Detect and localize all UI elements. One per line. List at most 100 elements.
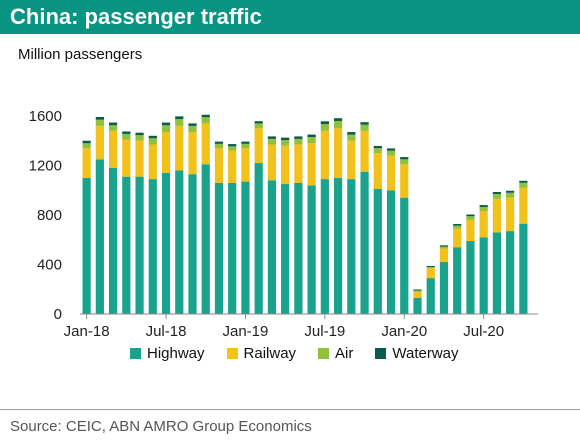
bar-highway-feb-19 bbox=[254, 163, 263, 314]
bar-railway-jun-20 bbox=[466, 219, 475, 241]
bar-air-may-20 bbox=[453, 225, 462, 229]
bar-waterway-may-19 bbox=[294, 136, 303, 139]
bar-air-aug-20 bbox=[492, 193, 502, 199]
bar-railway-dec-19 bbox=[386, 155, 396, 191]
legend-label-railway: Railway bbox=[243, 345, 297, 362]
bar-highway-jun-18 bbox=[148, 179, 157, 314]
bar-waterway-dec-19 bbox=[386, 148, 396, 151]
bar-railway-jul-20 bbox=[479, 211, 488, 238]
bar-air-jun-18 bbox=[148, 138, 157, 145]
bar-air-nov-18 bbox=[214, 143, 224, 149]
legend-item-waterway: Waterway bbox=[375, 345, 459, 362]
bar-air-jul-18 bbox=[161, 125, 171, 133]
bar-railway-oct-20 bbox=[519, 187, 528, 224]
bar-waterway-nov-18 bbox=[214, 141, 224, 144]
bar-air-may-19 bbox=[294, 138, 303, 145]
bar-highway-may-18 bbox=[135, 176, 144, 314]
bar-highway-mar-19 bbox=[267, 180, 277, 314]
bar-waterway-may-20 bbox=[453, 224, 462, 226]
bar-waterway-dec-18 bbox=[228, 144, 237, 147]
bar-air-sep-20 bbox=[506, 192, 515, 198]
bar-highway-oct-20 bbox=[519, 223, 528, 314]
bar-air-may-18 bbox=[135, 135, 144, 141]
bar-highway-jun-19 bbox=[307, 185, 316, 314]
bar-waterway-oct-18 bbox=[201, 114, 210, 118]
bar-railway-aug-20 bbox=[492, 198, 502, 233]
bar-highway-feb-20 bbox=[413, 297, 422, 314]
bar-air-jun-20 bbox=[466, 216, 475, 220]
bar-railway-may-20 bbox=[453, 228, 462, 248]
bar-highway-sep-18 bbox=[188, 174, 197, 314]
bar-air-jan-19 bbox=[241, 143, 250, 149]
bar-air-mar-18 bbox=[108, 125, 118, 131]
bar-railway-aug-19 bbox=[333, 128, 343, 178]
bar-railway-sep-19 bbox=[347, 140, 356, 180]
bar-waterway-apr-19 bbox=[281, 137, 290, 141]
bar-air-oct-20 bbox=[519, 182, 528, 188]
bar-railway-mar-18 bbox=[108, 130, 118, 168]
legend-swatch-highway bbox=[130, 348, 141, 359]
legend-swatch-railway bbox=[226, 348, 238, 359]
bar-waterway-sep-19 bbox=[347, 132, 356, 135]
legend-item-air: Air bbox=[318, 345, 353, 362]
bar-air-jun-19 bbox=[307, 137, 316, 144]
bar-railway-jul-19 bbox=[320, 130, 329, 180]
bar-air-apr-19 bbox=[281, 140, 290, 146]
bar-highway-apr-20 bbox=[439, 262, 449, 314]
bar-railway-dec-18 bbox=[228, 150, 237, 183]
bar-air-sep-19 bbox=[347, 134, 356, 141]
x-tick-label: Jul-19 bbox=[304, 323, 345, 340]
y-axis: 0 400 800 1200 1600 bbox=[29, 108, 62, 323]
bar-highway-jan-19 bbox=[241, 181, 250, 314]
bar-waterway-feb-20 bbox=[413, 289, 422, 291]
chart-subtitle: Million passengers bbox=[18, 46, 143, 63]
bar-railway-oct-18 bbox=[201, 123, 210, 165]
bar-highway-apr-19 bbox=[281, 184, 290, 314]
legend-label-highway: Highway bbox=[147, 345, 205, 362]
bar-waterway-aug-18 bbox=[175, 116, 184, 120]
bar-air-jul-20 bbox=[479, 206, 488, 212]
bar-waterway-may-18 bbox=[135, 132, 144, 136]
bar-railway-sep-18 bbox=[188, 132, 197, 175]
x-tick-label: Jan-20 bbox=[381, 323, 427, 340]
bar-railway-apr-18 bbox=[122, 139, 131, 177]
bar-waterway-aug-19 bbox=[333, 118, 343, 121]
bar-highway-may-20 bbox=[453, 247, 462, 314]
bar-waterway-jun-20 bbox=[466, 214, 475, 217]
bar-railway-jan-19 bbox=[241, 148, 250, 182]
title-bar: China: passenger traffic bbox=[0, 0, 580, 34]
bar-air-mar-19 bbox=[267, 138, 277, 145]
bar-railway-aug-18 bbox=[175, 125, 184, 171]
bar-highway-jun-20 bbox=[466, 240, 475, 314]
bar-highway-nov-19 bbox=[373, 189, 382, 314]
legend-item-railway: Railway bbox=[226, 345, 297, 362]
bar-waterway-jan-20 bbox=[400, 157, 409, 160]
bar-railway-jan-20 bbox=[400, 164, 409, 198]
bar-air-oct-19 bbox=[360, 124, 369, 131]
bar-highway-jan-18 bbox=[82, 177, 91, 315]
bar-highway-dec-18 bbox=[228, 182, 237, 314]
bar-waterway-mar-18 bbox=[108, 122, 118, 126]
x-tick-label: Jan-18 bbox=[64, 323, 110, 340]
bar-railway-jan-18 bbox=[82, 148, 91, 178]
y-tick-label: 1600 bbox=[29, 108, 62, 125]
bar-railway-apr-19 bbox=[281, 145, 290, 185]
bar-waterway-jul-19 bbox=[320, 121, 329, 125]
bar-air-aug-19 bbox=[333, 120, 343, 129]
bar-waterway-sep-20 bbox=[506, 190, 515, 193]
bar-air-jan-20 bbox=[400, 159, 409, 165]
bar-waterway-feb-18 bbox=[95, 116, 104, 120]
x-axis: Jan-18 Jul-18 Jan-19 Jul-19 Jan-20 Jul-20 bbox=[64, 313, 538, 340]
bar-highway-jul-18 bbox=[161, 172, 171, 314]
bar-waterway-jul-20 bbox=[479, 205, 488, 207]
bar-waterway-apr-20 bbox=[439, 245, 449, 247]
bar-waterway-mar-19 bbox=[267, 136, 277, 139]
bar-air-sep-18 bbox=[188, 125, 197, 133]
bar-railway-sep-20 bbox=[506, 197, 515, 232]
x-tick-label: Jul-18 bbox=[146, 323, 187, 340]
bar-air-nov-19 bbox=[373, 148, 382, 154]
bars bbox=[82, 114, 528, 315]
y-tick-label: 0 bbox=[54, 306, 62, 323]
bar-air-mar-20 bbox=[426, 266, 435, 269]
